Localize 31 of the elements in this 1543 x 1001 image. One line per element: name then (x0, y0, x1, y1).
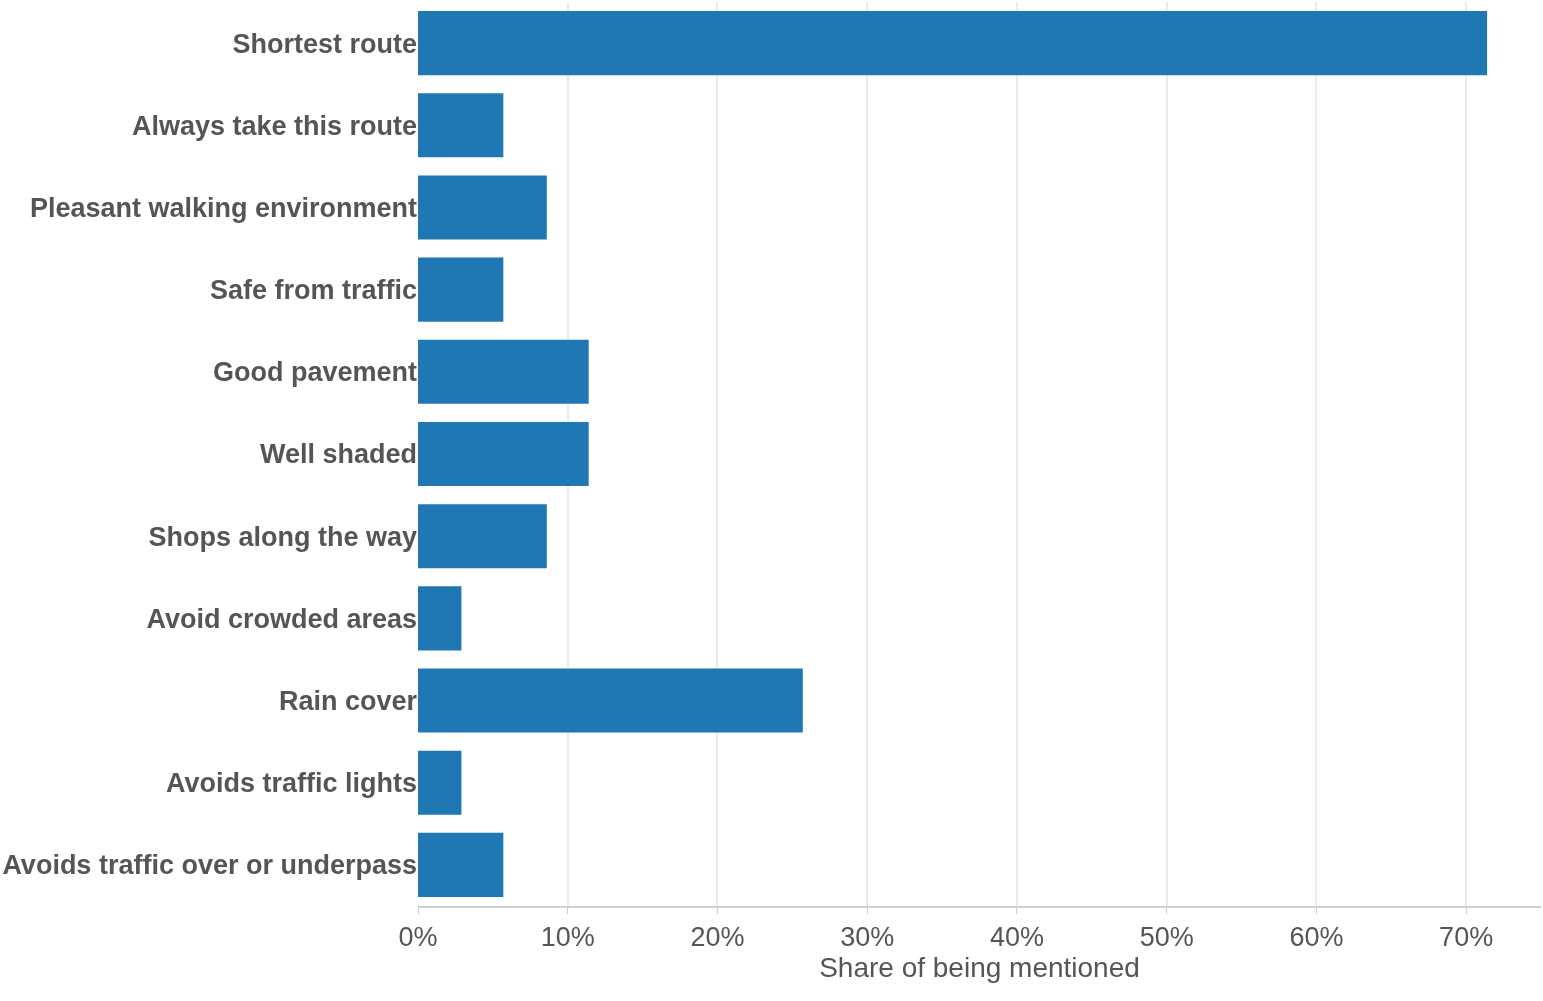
bar (418, 339, 589, 404)
bar (418, 750, 462, 815)
x-tick-label: 40% (989, 922, 1044, 953)
y-tick-label: Shops along the way (148, 521, 417, 552)
bar (418, 668, 803, 733)
y-tick-label: Safe from traffic (209, 275, 417, 306)
x-tick-label: 50% (1139, 922, 1194, 953)
y-tick-label: Avoids traffic lights (165, 768, 417, 799)
bar (418, 175, 547, 240)
x-axis-title: Share of being mentioned (819, 952, 1140, 984)
bar (418, 832, 504, 897)
y-tick-label: Avoids traffic over or underpass (2, 850, 417, 881)
x-tick-label: 0% (398, 922, 438, 953)
y-tick-label: Well shaded (259, 439, 417, 470)
y-tick-label: Rain cover (278, 686, 418, 716)
x-tick-label: 10% (540, 922, 595, 953)
x-tick-label: 30% (840, 922, 895, 953)
bar (418, 257, 504, 322)
bar (418, 586, 462, 651)
bar (418, 421, 589, 487)
y-tick-label: Pleasant walking environment (29, 192, 417, 223)
y-tick-label: Always take this route (131, 110, 417, 141)
x-tick-label: 20% (690, 922, 745, 953)
y-tick-label: Avoid crowded areas (146, 603, 417, 634)
bar (418, 504, 547, 569)
y-tick-label: Shortest route (232, 28, 417, 59)
x-tick-label: 60% (1289, 922, 1344, 953)
x-tick-label: 70% (1439, 922, 1494, 953)
bar (418, 11, 1488, 76)
bar (418, 93, 504, 158)
y-tick-label: Good pavement (212, 357, 418, 388)
